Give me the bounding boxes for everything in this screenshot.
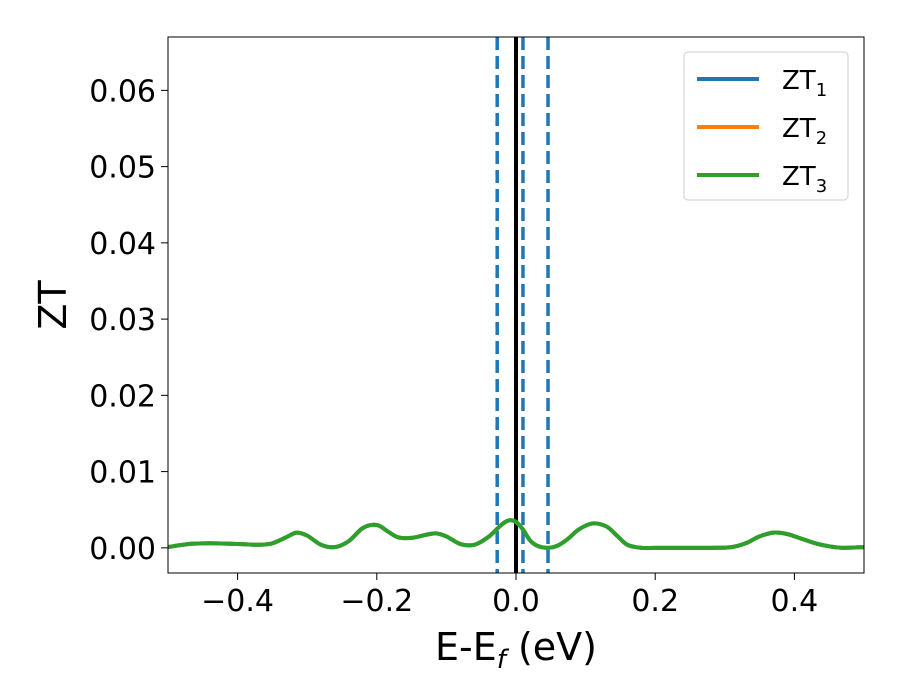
legend-box	[683, 51, 849, 201]
legend-label-zt2: ZT2	[782, 114, 827, 149]
legend-label-zt3: ZT3	[782, 162, 827, 197]
y-axis-label: ZT	[31, 280, 75, 330]
y-axis-ticks: 0.00 0.01 0.02 0.03 0.04 0.05 0.06	[89, 74, 168, 567]
y-tick-label: 0.02	[89, 379, 156, 414]
y-tick-label: 0.04	[89, 227, 156, 262]
y-tick-label: 0.05	[89, 151, 156, 186]
x-tick-label: 0.4	[771, 584, 819, 619]
y-tick-label: 0.01	[89, 456, 156, 491]
x-axis-label-suffix: (eV)	[506, 625, 597, 669]
x-axis-label-main: E-E	[435, 625, 497, 669]
x-tick-label: 0.0	[492, 584, 540, 619]
y-tick-label: 0.06	[89, 74, 156, 109]
x-tick-label: −0.2	[340, 584, 413, 619]
plot-frame	[167, 36, 865, 574]
x-tick-label: 0.2	[631, 584, 679, 619]
x-axis-ticks: −0.4 −0.2 0.0 0.2 0.4	[201, 573, 818, 619]
legend-label-zt1: ZT1	[782, 66, 827, 101]
x-axis-label: E-Ef (eV)	[435, 625, 597, 675]
legend: ZT1 ZT2 ZT3	[683, 51, 849, 201]
x-tick-label: −0.4	[201, 584, 274, 619]
y-tick-label: 0.00	[89, 532, 156, 567]
series-line-zt3	[168, 518, 864, 551]
y-tick-label: 0.03	[89, 303, 156, 338]
